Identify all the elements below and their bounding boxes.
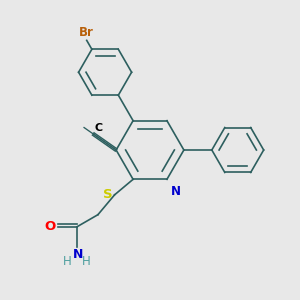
- Text: C: C: [94, 123, 103, 133]
- Text: H: H: [63, 255, 72, 268]
- Text: O: O: [44, 220, 56, 233]
- Text: N: N: [73, 248, 84, 261]
- Text: S: S: [103, 188, 112, 201]
- Text: N: N: [170, 184, 181, 198]
- Text: Br: Br: [79, 26, 94, 39]
- Text: H: H: [82, 255, 91, 268]
